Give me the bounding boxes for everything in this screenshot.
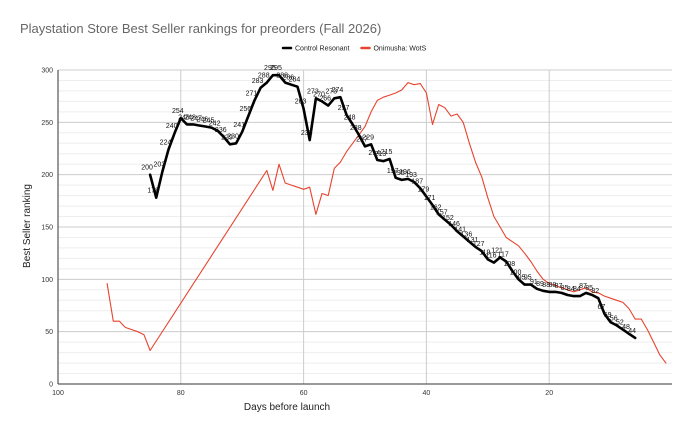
- data-label: 67: [598, 304, 606, 311]
- y-axis-title: Best Seller ranking: [22, 184, 33, 268]
- data-label: 256: [239, 106, 251, 113]
- data-label: 257: [338, 105, 350, 112]
- data-label: 274: [332, 87, 344, 94]
- data-label: 200: [141, 165, 153, 172]
- data-label: 82: [591, 288, 599, 295]
- data-label: 284: [289, 77, 301, 84]
- y-tick-label: 100: [41, 277, 53, 284]
- data-label: 178: [147, 188, 159, 195]
- x-tick-label: 40: [423, 390, 431, 397]
- data-label: 233: [301, 130, 313, 137]
- data-label: 263: [295, 99, 307, 106]
- data-label: 229: [362, 134, 374, 141]
- data-label: 230: [227, 133, 239, 140]
- data-label: 288: [258, 73, 270, 80]
- chart-title: Playstation Store Best Seller rankings f…: [20, 21, 381, 36]
- data-label: 117: [498, 252, 509, 259]
- data-label: 171: [424, 195, 436, 202]
- data-label: 271: [246, 90, 258, 97]
- y-tick-label: 250: [41, 120, 53, 127]
- data-label: 266: [319, 96, 331, 103]
- data-label: 179: [418, 187, 430, 194]
- data-label: 203: [154, 162, 166, 169]
- y-tick-label: 0: [49, 382, 53, 389]
- legend-label: Onimusha: WotS: [373, 46, 426, 53]
- data-label: 127: [473, 241, 485, 248]
- x-tick-label: 100: [52, 390, 64, 397]
- data-label: 44: [628, 328, 636, 335]
- data-label: 215: [381, 149, 393, 156]
- x-tick-label: 20: [545, 390, 553, 397]
- data-label: 241: [233, 122, 245, 129]
- data-label: 224: [160, 140, 172, 147]
- x-tick-label: 60: [300, 390, 308, 397]
- y-tick-label: 300: [41, 68, 53, 75]
- legend-label: Control Resonant: [295, 46, 350, 53]
- y-tick-label: 50: [45, 329, 53, 336]
- data-label: 248: [344, 114, 356, 121]
- data-label: 108: [504, 261, 516, 268]
- data-label: 236: [215, 127, 227, 134]
- y-tick-label: 200: [41, 172, 53, 179]
- y-tick-label: 150: [41, 225, 53, 232]
- data-label: 240: [166, 123, 178, 130]
- data-label: 187: [411, 178, 423, 185]
- data-label: 295: [270, 65, 282, 72]
- data-label: 238: [350, 125, 362, 132]
- x-tick-label: 80: [177, 390, 185, 397]
- x-axis-title: Days before launch: [244, 402, 330, 413]
